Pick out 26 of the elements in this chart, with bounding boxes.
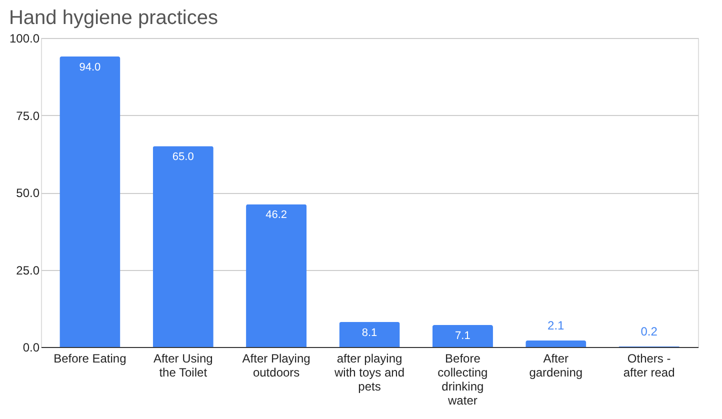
- y-tick-label: 0.0: [22, 340, 40, 354]
- x-tick-label: After Playing outdoors: [242, 352, 310, 380]
- bar: [432, 325, 493, 347]
- chart-title: Hand hygiene practices: [8, 7, 218, 29]
- x-tick-label: Before collecting drinking water: [438, 352, 488, 408]
- bar: [60, 56, 120, 347]
- x-tick-label: After Using the Toilet: [153, 352, 213, 380]
- bar: [246, 204, 307, 347]
- bar: [526, 340, 586, 347]
- x-tick-label: Others - after read: [623, 352, 675, 380]
- data-label: 65.0: [172, 151, 194, 164]
- x-tick-label: after playing with toys and pets: [333, 352, 405, 394]
- bar: [152, 146, 214, 347]
- data-label: 2.1: [548, 318, 565, 333]
- x-tick-label: Before Eating: [54, 352, 126, 366]
- data-label: 8.1: [362, 326, 378, 339]
- y-tick-label: 25.0: [16, 263, 40, 278]
- data-label: 7.1: [455, 330, 470, 342]
- data-label: 94.0: [79, 62, 101, 74]
- y-tick-label: 50.0: [16, 186, 40, 200]
- y-tick-label: 100.0: [9, 32, 40, 46]
- y-tick-label: 75.0: [16, 108, 40, 123]
- bar: [339, 322, 400, 347]
- data-label: 46.2: [266, 209, 288, 222]
- x-tick-label: After gardening: [529, 352, 583, 380]
- data-label: 0.2: [640, 324, 658, 338]
